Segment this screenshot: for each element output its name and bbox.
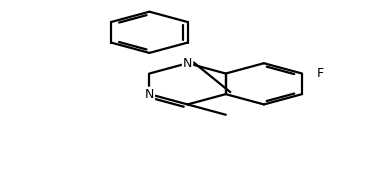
Text: F: F <box>317 67 324 80</box>
Text: N: N <box>145 88 154 101</box>
Text: N: N <box>183 57 192 70</box>
